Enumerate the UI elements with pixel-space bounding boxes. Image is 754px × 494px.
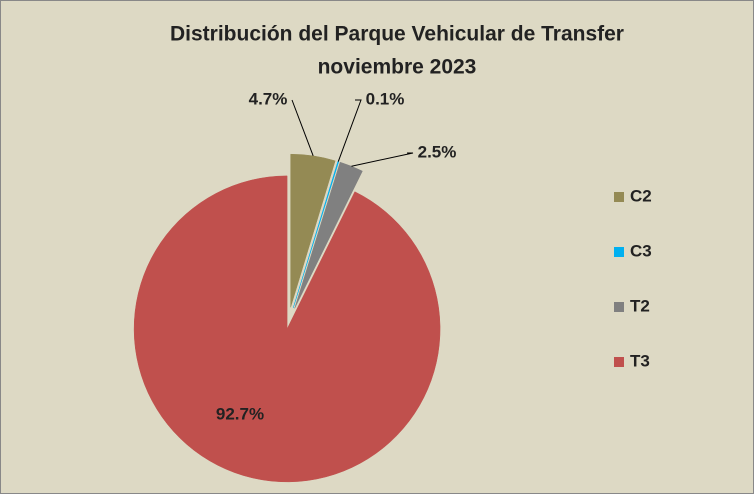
legend-label: C3 (630, 241, 652, 260)
data-label: 0.1% (366, 89, 405, 108)
legend-label: T2 (630, 296, 650, 315)
legend-label: T3 (630, 351, 650, 370)
pie-slice (290, 153, 336, 308)
leader-line (337, 99, 362, 162)
leader-line (351, 152, 414, 167)
legend-swatch (614, 247, 624, 257)
chart-title: Distribución del Parque Vehicular de Tra… (170, 23, 624, 46)
legend-swatch (614, 357, 624, 367)
pie-slice (294, 161, 363, 309)
data-label: 4.7% (249, 89, 288, 108)
pie-slice (133, 175, 441, 483)
data-label: 2.5% (418, 142, 457, 161)
chart-subtitle: noviembre 2023 (318, 56, 477, 79)
legend-swatch (614, 192, 624, 202)
leader-line (291, 99, 314, 157)
legend-label: C2 (630, 186, 652, 205)
data-label: 92.7% (216, 404, 264, 423)
legend-swatch (614, 302, 624, 312)
